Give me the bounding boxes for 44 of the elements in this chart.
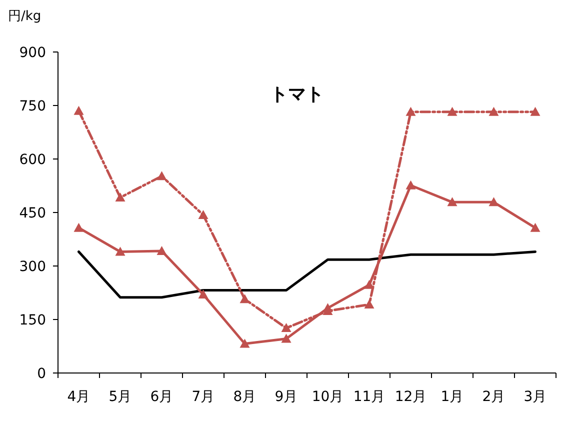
x-tick-label: 3月 [524,389,547,405]
y-tick-label: 900 [19,45,46,61]
point [115,246,126,256]
x-tick-label: 5月 [108,389,132,405]
point [488,106,499,116]
point [115,192,126,202]
x-tick-label: 7月 [192,389,215,405]
point [447,106,458,116]
x-tick-label: 11月 [353,389,386,405]
point [364,280,374,289]
y-tick-label: 750 [19,98,46,114]
point [530,222,540,232]
y-axis-title: 円/kg [8,9,42,24]
x-tick-label: 4月 [67,389,90,405]
point [406,106,416,116]
point [530,106,540,116]
point [488,197,499,206]
point [240,294,250,304]
y-tick-label: 300 [19,259,46,275]
y-tick-label: 600 [19,152,46,168]
x-tick-label: 6月 [150,389,174,405]
x-tick-label: 1月 [440,389,464,405]
x-tick-label: 12月 [394,389,427,405]
point [281,323,292,332]
text: トマト [270,84,324,105]
point [281,334,292,343]
y-tick-label: 0 [37,366,46,382]
point [156,171,167,180]
point [156,246,167,256]
x-tick-label: 9月 [274,389,298,405]
point [74,222,84,232]
line-series [78,250,536,299]
point [198,210,208,219]
point [447,197,458,206]
point [198,290,208,299]
point [240,338,250,348]
x-tick-label: 10月 [312,389,344,405]
point [74,106,84,115]
y-tick-label: 150 [19,312,46,328]
x-tick-label: 8月 [233,389,256,405]
y-tick-label: 450 [19,206,46,222]
point [364,300,374,309]
point [406,180,416,190]
x-tick-label: 2月 [482,389,506,405]
